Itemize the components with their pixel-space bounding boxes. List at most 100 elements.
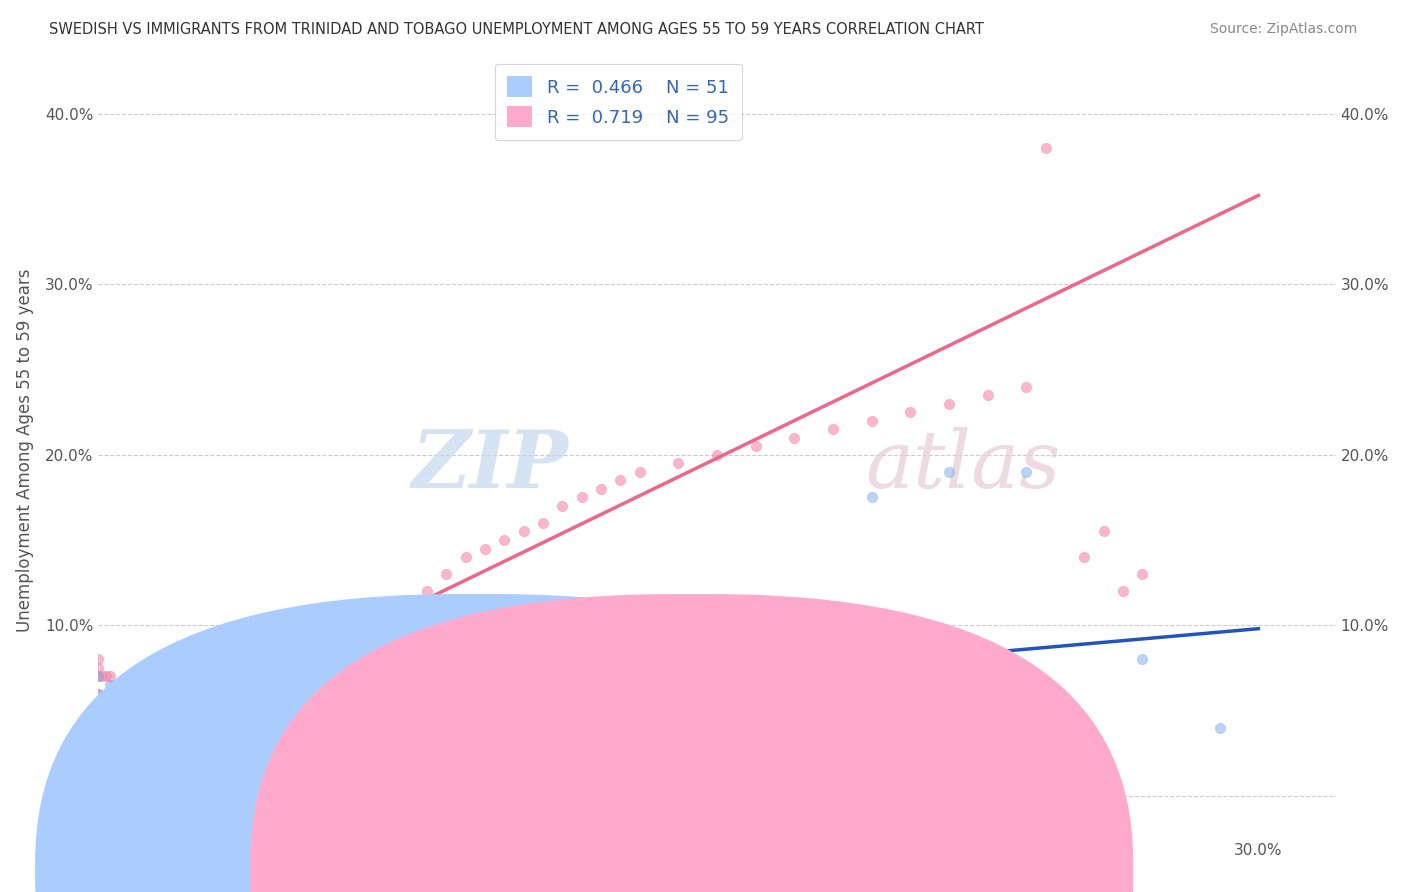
Point xyxy=(107,721,129,735)
Point xyxy=(91,695,114,709)
Point xyxy=(264,712,288,726)
Point xyxy=(184,678,207,692)
Point xyxy=(1073,550,1095,565)
Point xyxy=(204,678,226,692)
Point xyxy=(111,721,132,735)
Point xyxy=(339,618,361,632)
Point xyxy=(149,712,172,726)
Point xyxy=(96,695,118,709)
Point xyxy=(134,704,156,718)
Point xyxy=(571,491,593,505)
Point xyxy=(233,695,257,709)
Point xyxy=(191,695,214,709)
Point xyxy=(114,712,136,726)
Point xyxy=(474,669,496,683)
Point xyxy=(118,678,141,692)
Point xyxy=(103,678,125,692)
Point xyxy=(87,704,110,718)
Point xyxy=(474,541,496,556)
Point xyxy=(204,712,226,726)
Point xyxy=(860,491,883,505)
Point xyxy=(87,704,110,718)
Point xyxy=(122,704,145,718)
Point xyxy=(591,652,613,666)
Point xyxy=(262,661,284,675)
Point xyxy=(87,652,110,666)
Point xyxy=(513,524,536,539)
Point xyxy=(87,721,110,735)
Point xyxy=(416,584,439,599)
Point xyxy=(103,686,125,700)
Point xyxy=(242,669,264,683)
Point xyxy=(129,721,152,735)
Y-axis label: Unemployment Among Ages 55 to 59 years: Unemployment Among Ages 55 to 59 years xyxy=(15,268,34,632)
Point xyxy=(165,721,187,735)
Point xyxy=(149,695,172,709)
Point xyxy=(118,695,141,709)
Point xyxy=(134,712,156,726)
Point xyxy=(111,704,132,718)
Point xyxy=(122,695,145,709)
Point xyxy=(111,678,132,692)
Point xyxy=(299,635,322,649)
Point xyxy=(107,712,129,726)
Point xyxy=(87,661,110,675)
Point xyxy=(222,712,245,726)
Point xyxy=(153,704,176,718)
Point xyxy=(253,704,276,718)
Point xyxy=(211,704,233,718)
Point xyxy=(87,669,110,683)
Point xyxy=(377,601,399,615)
Point xyxy=(1132,652,1154,666)
Point xyxy=(1035,141,1057,155)
Point xyxy=(233,669,257,683)
Point xyxy=(96,695,118,709)
Point xyxy=(1015,465,1038,479)
Point xyxy=(141,695,165,709)
Point xyxy=(122,721,145,735)
Point xyxy=(204,721,226,735)
Point xyxy=(319,695,342,709)
Point xyxy=(107,695,129,709)
Text: ZIP: ZIP xyxy=(412,427,568,505)
Point xyxy=(319,627,342,641)
Point xyxy=(706,635,728,649)
Point xyxy=(114,721,136,735)
Point xyxy=(127,712,149,726)
Point xyxy=(160,686,183,700)
Point xyxy=(666,644,689,658)
Point xyxy=(172,704,194,718)
Point xyxy=(494,533,516,547)
Point xyxy=(172,704,194,718)
Point xyxy=(127,686,149,700)
Point xyxy=(118,721,141,735)
Point xyxy=(591,482,613,496)
Point xyxy=(938,465,960,479)
Point xyxy=(103,721,125,735)
Point xyxy=(98,678,121,692)
Point xyxy=(96,721,118,735)
Point xyxy=(860,414,883,428)
Point xyxy=(1208,721,1232,735)
Point xyxy=(111,695,132,709)
Point xyxy=(165,721,187,735)
Point xyxy=(165,678,187,692)
Point xyxy=(211,686,233,700)
Point xyxy=(127,678,149,692)
Text: Source: ZipAtlas.com: Source: ZipAtlas.com xyxy=(1209,22,1357,37)
Point xyxy=(195,678,218,692)
Point xyxy=(145,721,167,735)
Point xyxy=(359,609,381,624)
Point xyxy=(118,695,141,709)
Point xyxy=(129,695,152,709)
Point xyxy=(745,618,768,632)
Point xyxy=(551,661,574,675)
Point xyxy=(281,695,304,709)
Point xyxy=(176,686,198,700)
Point xyxy=(103,721,125,735)
Point xyxy=(1132,567,1154,582)
Point xyxy=(783,431,806,445)
Point xyxy=(609,473,631,487)
Point xyxy=(87,686,110,700)
Point xyxy=(396,592,419,607)
